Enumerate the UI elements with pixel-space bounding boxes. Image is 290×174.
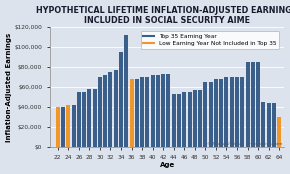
Bar	[256, 62, 260, 147]
Bar	[72, 105, 76, 147]
Bar	[103, 75, 107, 147]
Bar	[230, 77, 234, 147]
Bar	[66, 105, 70, 147]
Bar	[251, 62, 255, 147]
Legend: Top 35 Earning Year, Low Earning Year Not Included in Top 35: Top 35 Earning Year, Low Earning Year No…	[141, 31, 279, 49]
Bar	[203, 82, 207, 147]
Bar	[87, 89, 91, 147]
Bar	[272, 103, 276, 147]
Bar	[209, 82, 213, 147]
Bar	[98, 77, 102, 147]
Bar	[124, 35, 128, 147]
Bar	[224, 77, 229, 147]
Bar	[135, 79, 139, 147]
Bar	[182, 92, 186, 147]
Title: HYPOTHETICAL LIFETIME INFLATION-ADJUSTED EARNINGS
INCLUDED IN SOCIAL SECURITY AI: HYPOTHETICAL LIFETIME INFLATION-ADJUSTED…	[36, 6, 290, 25]
Text: © Michael Kitces  www.kitces.com: © Michael Kitces www.kitces.com	[207, 142, 282, 146]
Bar	[267, 103, 271, 147]
Bar	[166, 74, 171, 147]
Bar	[156, 75, 160, 147]
Bar	[235, 77, 239, 147]
Bar	[77, 92, 81, 147]
Bar	[193, 90, 197, 147]
Bar	[214, 79, 218, 147]
Bar	[177, 94, 181, 147]
Bar	[161, 74, 165, 147]
Bar	[145, 77, 149, 147]
Bar	[277, 117, 281, 147]
Bar	[114, 70, 118, 147]
Bar	[61, 107, 65, 147]
Bar	[130, 79, 133, 147]
Bar	[56, 107, 60, 147]
Y-axis label: Inflation-Adjusted Earnings: Inflation-Adjusted Earnings	[6, 32, 12, 142]
Bar	[198, 90, 202, 147]
Bar	[261, 102, 265, 147]
Bar	[151, 75, 155, 147]
Bar	[219, 79, 223, 147]
Bar	[240, 77, 244, 147]
Bar	[82, 92, 86, 147]
Bar	[188, 92, 191, 147]
Bar	[119, 52, 123, 147]
Bar	[172, 94, 176, 147]
Bar	[108, 72, 113, 147]
X-axis label: Age: Age	[160, 163, 175, 168]
Bar	[140, 77, 144, 147]
Bar	[93, 89, 97, 147]
Bar	[246, 62, 249, 147]
